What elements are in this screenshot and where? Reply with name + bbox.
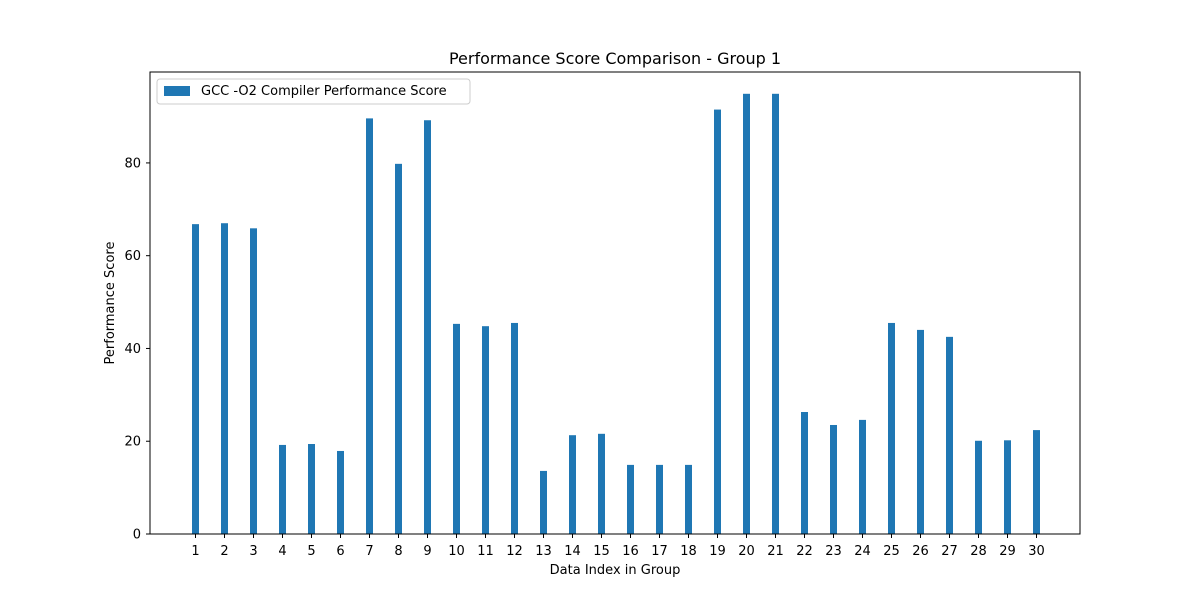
x-tick-label: 9 <box>423 544 431 559</box>
x-tick-label: 6 <box>336 544 344 559</box>
x-tick-label: 17 <box>651 544 668 559</box>
bar-19 <box>714 109 721 534</box>
x-tick-label: 15 <box>593 544 610 559</box>
x-tick-label: 23 <box>825 544 842 559</box>
x-tick-label: 18 <box>680 544 697 559</box>
x-tick-label: 1 <box>191 544 199 559</box>
x-tick-label: 16 <box>622 544 639 559</box>
bar-13 <box>540 470 547 534</box>
bar-14 <box>569 435 576 534</box>
bar-28 <box>975 440 982 534</box>
x-tick-label: 7 <box>365 544 373 559</box>
bar-4 <box>279 444 286 534</box>
bar-22 <box>801 412 808 534</box>
x-tick-label: 29 <box>999 544 1016 559</box>
x-axis: 1 2 3 4 5 6 7 8 9 10 11 12 13 14 15 16 17 18 19 20 21 22 23 24 2… <box>191 534 1045 559</box>
y-tick-label: 80 <box>124 156 141 171</box>
bar-26 <box>917 329 924 534</box>
legend: GCC -O2 Compiler Performance Score <box>156 78 471 105</box>
x-tick-label: 12 <box>506 544 523 559</box>
y-tick-label: 0 <box>133 528 141 543</box>
x-tick-label: 4 <box>278 544 286 559</box>
bar-21 <box>772 93 779 535</box>
bar-30 <box>1033 430 1040 534</box>
y-tick-label: 60 <box>124 249 141 264</box>
x-tick-label: 28 <box>970 544 987 559</box>
y-tick-label: 40 <box>124 342 141 357</box>
bar-20 <box>743 93 750 535</box>
bar-7 <box>366 118 373 534</box>
bar-8 <box>395 163 402 534</box>
bar-16 <box>627 464 634 534</box>
x-tick-label: 25 <box>883 544 900 559</box>
x-tick-label: 26 <box>912 544 929 559</box>
bar-23 <box>830 424 837 534</box>
x-tick-label: 8 <box>394 544 402 559</box>
bar-24 <box>859 419 866 534</box>
chart-title: Performance Score Comparison - Group 1 <box>449 49 781 68</box>
bar-29 <box>1004 440 1011 534</box>
y-axis-label: Performance Score <box>103 242 118 365</box>
bar-17 <box>656 464 663 534</box>
bar-18 <box>685 464 692 534</box>
bar-11 <box>482 326 489 534</box>
bar-5 <box>308 444 315 534</box>
x-tick-label: 11 <box>477 544 494 559</box>
x-tick-label: 22 <box>796 544 813 559</box>
bar-12 <box>511 322 518 534</box>
plot-frame <box>149 71 1081 535</box>
bar-27 <box>946 336 953 534</box>
x-tick-label: 2 <box>220 544 228 559</box>
x-tick-label: 5 <box>307 544 315 559</box>
bar-15 <box>598 433 605 534</box>
x-tick-label: 19 <box>709 544 726 559</box>
bar-10 <box>453 323 460 534</box>
bar-25 <box>888 322 895 534</box>
bar-2 <box>221 223 228 534</box>
x-tick-label: 21 <box>767 544 784 559</box>
x-tick-label: 24 <box>854 544 871 559</box>
x-tick-label: 10 <box>448 544 465 559</box>
x-tick-label: 3 <box>249 544 257 559</box>
x-tick-label: 20 <box>738 544 755 559</box>
y-tick-label: 20 <box>124 435 141 450</box>
y-axis: 0 20 40 60 80 <box>124 156 150 543</box>
bar-3 <box>250 228 257 534</box>
x-axis-label: Data Index in Group <box>550 563 681 578</box>
x-tick-label: 27 <box>941 544 958 559</box>
legend-box <box>156 78 471 105</box>
legend-swatch <box>164 86 190 96</box>
bar-6 <box>337 450 344 534</box>
legend-entry: GCC -O2 Compiler Performance Score <box>201 84 447 99</box>
bar-9 <box>424 120 431 535</box>
bars-group <box>192 93 1040 535</box>
x-tick-label: 13 <box>535 544 552 559</box>
x-tick-label: 30 <box>1028 544 1045 559</box>
bar-1 <box>192 224 199 534</box>
x-tick-label: 14 <box>564 544 581 559</box>
